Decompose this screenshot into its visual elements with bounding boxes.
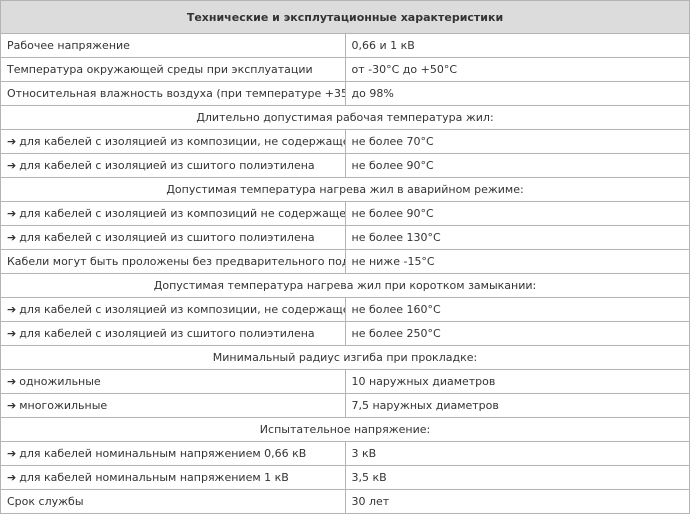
table-row: ➔ для кабелей с изоляцией из композиций н… <box>0 201 690 226</box>
section-title: Испытательное напряжение: <box>0 417 690 442</box>
section-title: Длительно допустимая рабочая температура… <box>0 105 690 130</box>
table-row: Относительная влажность воздуха (при тем… <box>0 81 690 106</box>
row-label-text: Кабели могут быть проложены без предвари… <box>7 255 344 268</box>
right-arrow-icon: ➔ <box>7 231 17 244</box>
row-value: 10 наружных диаметров <box>344 369 690 394</box>
row-value: до 98% <box>344 81 690 106</box>
table-row: ➔ для кабелей с изоляцией из композиции, … <box>0 129 690 154</box>
row-label-text: для кабелей с изоляцией из сшитого полиэ… <box>19 231 315 244</box>
row-label: ➔ многожильные <box>0 393 346 418</box>
right-arrow-icon: ➔ <box>7 303 17 316</box>
table-row: ➔ для кабелей номинальным напряжением 0,6… <box>0 441 690 466</box>
row-label: Срок службы <box>0 489 346 514</box>
section-row: Допустимая температура нагрева жил в ава… <box>0 177 690 202</box>
table-row: ➔ для кабелей с изоляцией из сшитого поли… <box>0 225 690 250</box>
right-arrow-icon: ➔ <box>7 135 17 148</box>
row-label-text: многожильные <box>19 399 108 412</box>
row-label-text: для кабелей с изоляцией из сшитого полиэ… <box>19 159 315 172</box>
row-label-text: для кабелей с изоляцией из сшитого полиэ… <box>19 327 315 340</box>
section-title: Минимальный радиус изгиба при прокладке: <box>0 345 690 370</box>
row-label: ➔ для кабелей с изоляцией из сшитого поли… <box>0 225 346 250</box>
row-label: Рабочее напряжение <box>0 33 346 58</box>
table-row: Кабели могут быть проложены без предвари… <box>0 249 690 274</box>
row-label-text: для кабелей с изоляцией из композиций не… <box>19 207 344 220</box>
row-label: ➔ для кабелей номинальным напряжением 1 к… <box>0 465 346 490</box>
section-row: Длительно допустимая рабочая температура… <box>0 105 690 130</box>
row-value: не более 90°C <box>344 153 690 178</box>
row-label-text: Рабочее напряжение <box>7 39 130 52</box>
row-label: ➔ для кабелей с изоляцией из композиций н… <box>0 201 346 226</box>
row-label-text: для кабелей номинальным напряжением 0,66… <box>19 447 307 460</box>
row-value: не ниже -15°С <box>344 249 690 274</box>
row-label: ➔ для кабелей с изоляцией из сшитого поли… <box>0 321 346 346</box>
table-row: ➔ многожильные 7,5 наружных диаметров <box>0 393 690 418</box>
row-label-text: Относительная влажность воздуха (при тем… <box>7 87 345 100</box>
row-value: 30 лет <box>344 489 690 514</box>
row-label: ➔ одножильные <box>0 369 346 394</box>
table-row: ➔ одножильные 10 наружных диаметров <box>0 369 690 394</box>
section-title: Допустимая температура нагрева жил при к… <box>0 273 690 298</box>
section-row: Минимальный радиус изгиба при прокладке: <box>0 345 690 370</box>
row-label-text: одножильные <box>19 375 101 388</box>
table-title: Технические и эксплутационные характерис… <box>0 0 690 34</box>
right-arrow-icon: ➔ <box>7 375 17 388</box>
row-value: не более 250°C <box>344 321 690 346</box>
row-value: 3,5 кВ <box>344 465 690 490</box>
section-title: Допустимая температура нагрева жил в ава… <box>0 177 690 202</box>
row-value: не более 90°C <box>344 201 690 226</box>
table-row: ➔ для кабелей с изоляцией из композиции, … <box>0 297 690 322</box>
right-arrow-icon: ➔ <box>7 399 17 412</box>
row-label-text: для кабелей номинальным напряжением 1 кВ <box>19 471 289 484</box>
row-label: Относительная влажность воздуха (при тем… <box>0 81 346 106</box>
row-value: 3 кВ <box>344 441 690 466</box>
row-label: ➔ для кабелей с изоляцией из композиции, … <box>0 297 346 322</box>
row-label: Температура окружающей среды при эксплуа… <box>0 57 346 82</box>
row-value: не более 160°C <box>344 297 690 322</box>
right-arrow-icon: ➔ <box>7 447 17 460</box>
header-row: Технические и эксплутационные характерис… <box>0 0 690 34</box>
section-row: Испытательное напряжение: <box>0 417 690 442</box>
row-value: 0,66 и 1 кВ <box>344 33 690 58</box>
row-value: 7,5 наружных диаметров <box>344 393 690 418</box>
right-arrow-icon: ➔ <box>7 159 17 172</box>
row-label: ➔ для кабелей номинальным напряжением 0,6… <box>0 441 346 466</box>
table-row: Температура окружающей среды при эксплуа… <box>0 57 690 82</box>
row-label: ➔ для кабелей с изоляцией из сшитого поли… <box>0 153 346 178</box>
table-row: ➔ для кабелей номинальным напряжением 1 к… <box>0 465 690 490</box>
table-row: ➔ для кабелей с изоляцией из сшитого поли… <box>0 153 690 178</box>
row-label: Кабели могут быть проложены без предвари… <box>0 249 346 274</box>
right-arrow-icon: ➔ <box>7 471 17 484</box>
row-label: ➔ для кабелей с изоляцией из композиции, … <box>0 129 346 154</box>
row-value: не более 130°C <box>344 225 690 250</box>
right-arrow-icon: ➔ <box>7 327 17 340</box>
row-label-text: Срок службы <box>7 495 84 508</box>
table-row: Срок службы 30 лет <box>0 489 690 514</box>
row-label-text: Температура окружающей среды при эксплуа… <box>7 63 313 76</box>
row-label-text: для кабелей с изоляцией из композиции, н… <box>19 135 344 148</box>
table-row: Рабочее напряжение 0,66 и 1 кВ <box>0 33 690 58</box>
section-row: Допустимая температура нагрева жил при к… <box>0 273 690 298</box>
row-value: не более 70°C <box>344 129 690 154</box>
row-label-text: для кабелей с изоляцией из композиции, н… <box>19 303 344 316</box>
row-value: от -30°C до +50°C <box>344 57 690 82</box>
table-row: ➔ для кабелей с изоляцией из сшитого поли… <box>0 321 690 346</box>
right-arrow-icon: ➔ <box>7 207 17 220</box>
